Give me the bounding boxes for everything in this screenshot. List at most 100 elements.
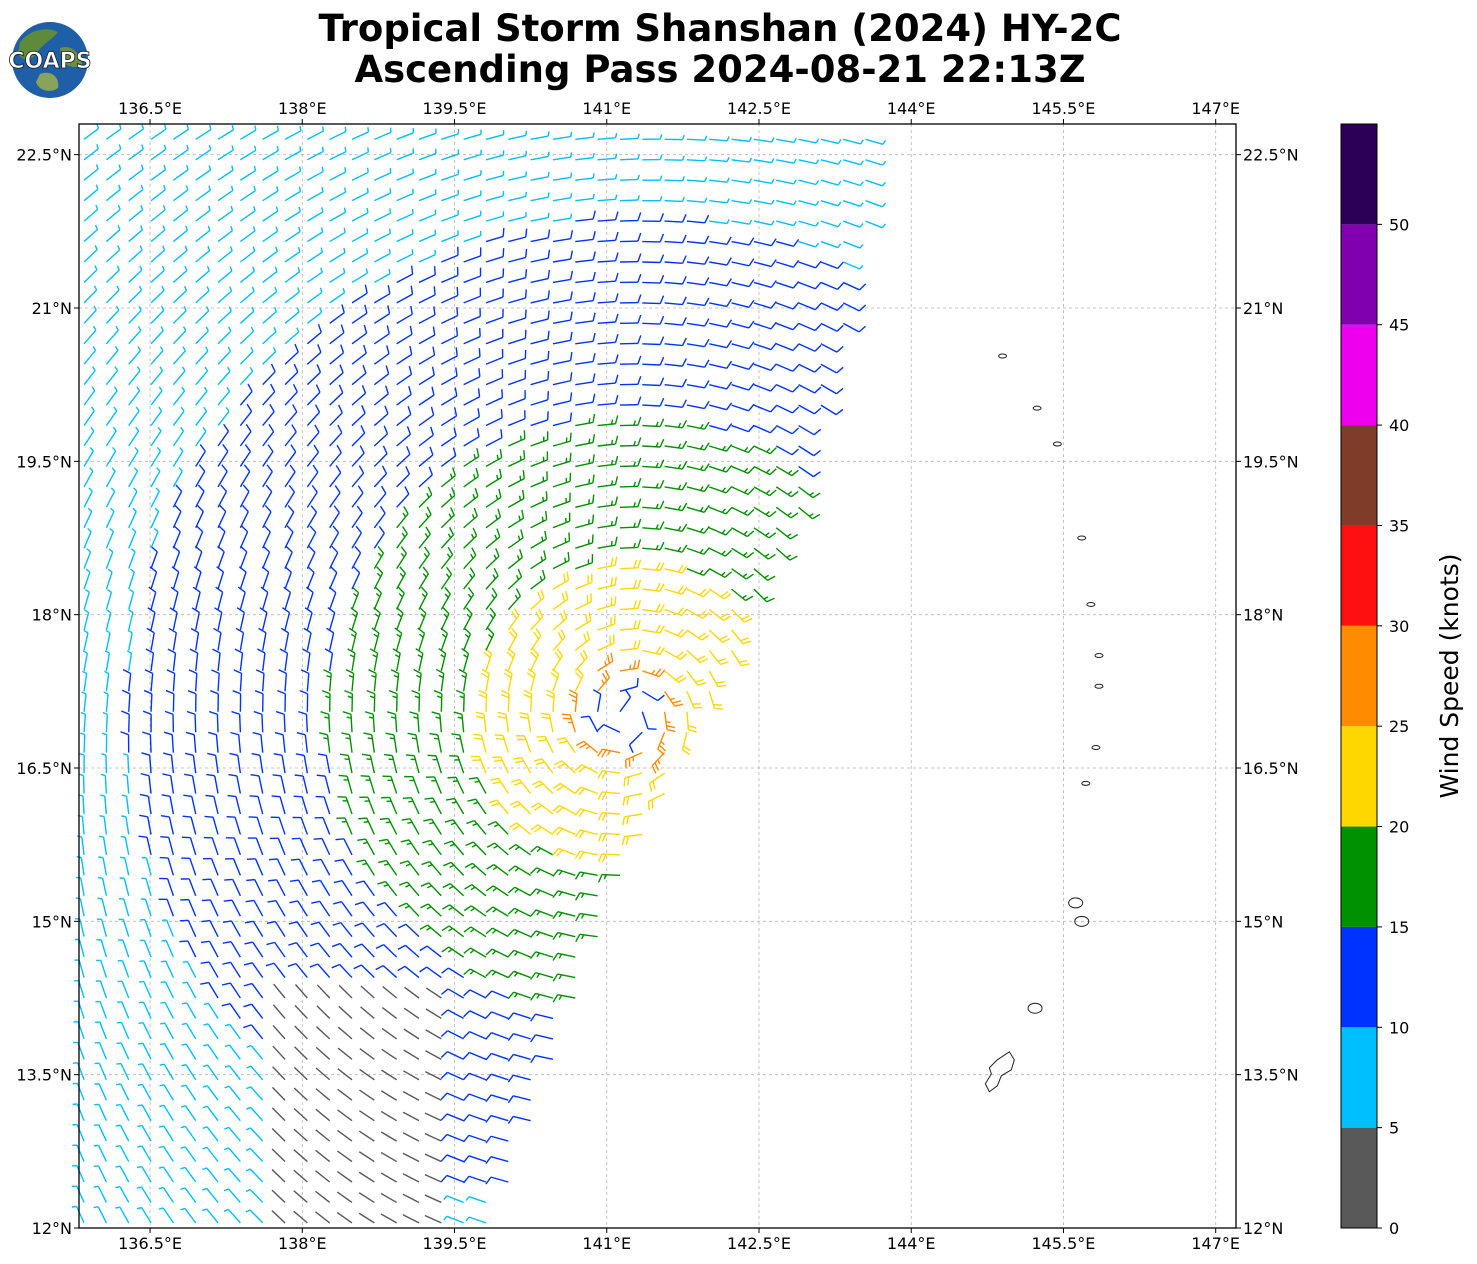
wind-barb (99, 814, 108, 835)
wind-barb (686, 256, 710, 265)
wind-barb (268, 879, 286, 897)
lat-tick-label-right: 22.5°N (1243, 146, 1299, 165)
wind-barb (443, 840, 465, 856)
wind-barb (158, 1186, 174, 1203)
wind-barb (159, 1104, 174, 1122)
wind-barb (170, 586, 179, 610)
wind-barb (105, 527, 115, 549)
wind-barb (336, 1211, 353, 1224)
wind-barb (508, 822, 532, 835)
wind-barb (396, 426, 412, 447)
wind-barb (463, 468, 480, 488)
wind-barb (141, 877, 152, 896)
wind-barb (138, 835, 152, 856)
wind-barb (463, 1031, 487, 1040)
wind-barb (195, 504, 204, 529)
wind-barb (507, 1095, 531, 1104)
wind-barb (485, 227, 505, 243)
wind-barb (753, 199, 775, 205)
wind-barb (306, 247, 324, 263)
wind-barb (115, 1083, 130, 1101)
wind-barb (329, 505, 340, 529)
wind-barb (575, 152, 595, 161)
wind-barb (293, 1066, 308, 1081)
wind-barb (329, 187, 347, 202)
wind-barb (731, 198, 753, 205)
wind-barb (552, 847, 576, 857)
wind-barb (619, 195, 640, 202)
wind-barb (172, 225, 189, 243)
wind-barb (686, 588, 710, 598)
wind-barb (337, 1150, 353, 1163)
wind-barb (485, 389, 504, 406)
wind-barb (245, 1188, 264, 1203)
wind-barb (686, 504, 710, 513)
wind-barb (753, 547, 776, 560)
wind-barb (244, 941, 264, 958)
wind-barb (463, 287, 482, 304)
wind-barb (418, 169, 437, 181)
wind-barb (247, 837, 264, 856)
wind-barb (419, 966, 442, 979)
wind-barb (329, 126, 347, 140)
wind-barb (159, 1063, 174, 1081)
wind-barb (424, 1214, 442, 1224)
wind-barb (440, 1050, 464, 1060)
wind-barb (686, 442, 710, 451)
wind-barb (427, 754, 442, 774)
wind-barb (224, 1106, 241, 1122)
wind-barb (441, 904, 465, 917)
wind-barb (97, 897, 108, 917)
wind-barb (252, 731, 264, 753)
wind-barb (642, 459, 665, 469)
wind-barb (200, 940, 219, 958)
wind-barb (202, 1105, 219, 1122)
wind-barb (686, 318, 710, 327)
wind-barb (358, 1171, 375, 1183)
wind-barb (262, 166, 279, 181)
wind-barb (402, 1091, 420, 1101)
wind-barb (304, 607, 313, 631)
wind-barb (418, 346, 436, 365)
wind-barb (105, 629, 111, 651)
colorbar-tick-label: 30 (1389, 617, 1409, 636)
wind-barb (315, 1067, 331, 1081)
wind-barb (731, 157, 753, 163)
wind-barb (753, 486, 777, 497)
wind-barb (239, 366, 254, 386)
wind-barb (105, 305, 120, 324)
wind-barb (463, 1051, 487, 1060)
wind-barb (374, 188, 392, 202)
wind-barb (217, 306, 232, 324)
wind-barb (158, 898, 175, 917)
wind-barb (337, 1047, 353, 1060)
wind-barb (160, 1001, 175, 1019)
wind-barb (686, 297, 710, 307)
wind-barb (316, 984, 331, 999)
wind-barb (619, 437, 642, 447)
wind-barb (402, 1193, 420, 1204)
wind-barb (463, 170, 482, 181)
wind-barb (310, 921, 331, 938)
wind-barb (425, 1029, 442, 1040)
wind-barb (217, 346, 232, 365)
wind-barb (552, 270, 574, 284)
wind-barb (597, 652, 614, 672)
colorbar-frame (1340, 123, 1378, 1229)
wind-barb (402, 1152, 420, 1163)
wind-barb (379, 817, 398, 835)
wind-barb (262, 125, 280, 140)
wind-barb (463, 527, 478, 549)
wind-barb (507, 529, 524, 549)
wind-barb (127, 629, 133, 651)
wind-barb (385, 732, 398, 753)
wind-barb (664, 399, 688, 408)
wind-barb (574, 612, 592, 631)
wind-barb (262, 286, 278, 304)
wind-barb (530, 992, 554, 1001)
wind-barb (172, 165, 189, 181)
wind-barb (597, 435, 619, 447)
wind-barb (329, 424, 343, 447)
wind-barb (552, 571, 570, 590)
wind-barb (279, 648, 289, 671)
